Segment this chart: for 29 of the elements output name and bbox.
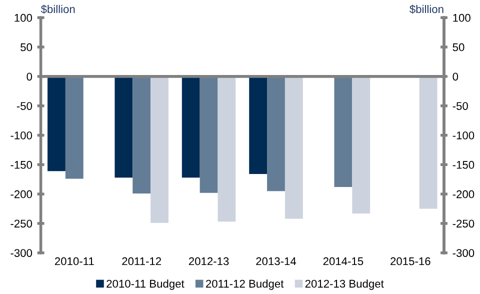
y2-axis-title: $billion	[410, 4, 444, 14]
y2-tick-label: 100	[453, 14, 470, 22]
y2-tick-label: -100	[452, 132, 474, 140]
legend-label: 2012-13 Budget	[305, 280, 384, 290]
x-tick-label: 2010-11	[54, 257, 94, 266]
y2-tick-label: -150	[452, 160, 474, 169]
y-tick-label: -250	[10, 220, 32, 228]
y-tick-label: 100	[14, 14, 32, 22]
y2-tick-label: -300	[452, 249, 474, 257]
y2-tick-label: 50	[452, 43, 464, 52]
y2-tick-label: -200	[452, 190, 474, 198]
y2-tick-label: 0	[452, 72, 458, 81]
y-tick-label: 0	[26, 72, 32, 81]
y2-tick-label: -250	[452, 220, 474, 228]
x-tick-label: 2013-14	[256, 257, 296, 266]
x-tick-label: 2011-12	[122, 257, 162, 266]
y-tick-label: -100	[10, 132, 32, 140]
x-tick-label: 2014-15	[323, 257, 364, 266]
y2-tick-label: -50	[452, 102, 468, 110]
y-tick-label: -200	[10, 190, 32, 198]
y-tick-label: -300	[10, 249, 32, 257]
y-tick-label: -50	[16, 102, 32, 110]
y-axis-title: $billion	[40, 4, 75, 14]
x-tick-label: 2012-13	[188, 257, 229, 266]
legend-label: 2011-12 Budget	[206, 280, 284, 290]
legend-label: 2010-11 Budget	[106, 280, 184, 290]
y-tick-label: 50	[20, 43, 32, 52]
x-tick-label: 2015-16	[390, 257, 430, 266]
y-tick-label: -150	[10, 160, 32, 169]
